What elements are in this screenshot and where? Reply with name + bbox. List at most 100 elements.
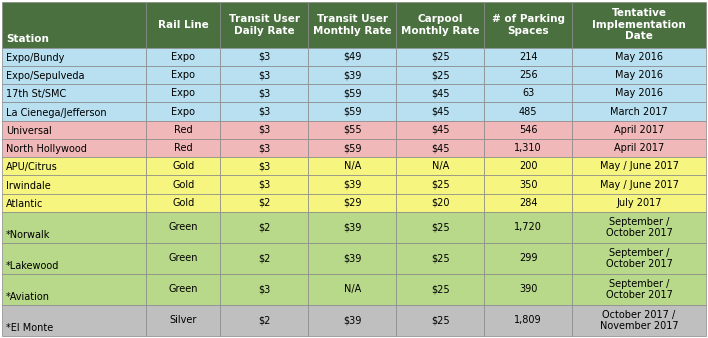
Text: Expo/Bundy: Expo/Bundy [6, 53, 64, 63]
Bar [308, 121, 396, 139]
Bar [396, 48, 484, 66]
Text: N/A: N/A [343, 285, 361, 294]
Text: $3: $3 [258, 125, 270, 135]
Bar [147, 175, 220, 194]
Text: $59: $59 [343, 106, 362, 117]
Text: 214: 214 [519, 52, 537, 62]
Text: $3: $3 [258, 106, 270, 117]
Text: $3: $3 [258, 161, 270, 171]
Bar [2, 121, 147, 139]
Bar [147, 66, 220, 84]
Bar [220, 102, 308, 121]
Text: July 2017: July 2017 [617, 198, 662, 208]
Bar [2, 157, 147, 175]
Bar [572, 2, 706, 48]
Bar [220, 157, 308, 175]
Bar [220, 274, 308, 305]
Text: $25: $25 [431, 52, 450, 62]
Bar [308, 2, 396, 48]
Text: September /
October 2017: September / October 2017 [605, 248, 673, 269]
Text: $39: $39 [343, 254, 361, 263]
Text: La Cienega/Jefferson: La Cienega/Jefferson [6, 107, 107, 118]
Text: Rail Line: Rail Line [158, 20, 209, 30]
Text: $25: $25 [431, 70, 450, 80]
Bar [220, 66, 308, 84]
Text: $39: $39 [343, 70, 361, 80]
Text: $45: $45 [431, 88, 450, 98]
Text: Gold: Gold [172, 161, 195, 171]
Text: 63: 63 [522, 88, 535, 98]
Text: 17th St/SMC: 17th St/SMC [6, 89, 67, 99]
Text: $45: $45 [431, 143, 450, 153]
Text: Gold: Gold [172, 179, 195, 190]
Text: Green: Green [169, 254, 198, 263]
Bar [147, 305, 220, 336]
Text: $59: $59 [343, 88, 362, 98]
Bar [147, 48, 220, 66]
Text: $3: $3 [258, 143, 270, 153]
Bar [572, 66, 706, 84]
Bar [484, 175, 572, 194]
Bar [484, 243, 572, 274]
Bar [572, 175, 706, 194]
Bar [147, 212, 220, 243]
Bar [2, 212, 147, 243]
Bar [147, 2, 220, 48]
Bar [308, 175, 396, 194]
Text: Green: Green [169, 285, 198, 294]
Text: 485: 485 [519, 106, 537, 117]
Bar [308, 102, 396, 121]
Text: Transit User
Monthly Rate: Transit User Monthly Rate [313, 14, 392, 35]
Bar [572, 139, 706, 157]
Text: 1,720: 1,720 [514, 222, 542, 233]
Bar [396, 194, 484, 212]
Text: $2: $2 [258, 254, 270, 263]
Text: $39: $39 [343, 179, 361, 190]
Bar [147, 102, 220, 121]
Text: *El Monte: *El Monte [6, 323, 53, 333]
Text: $2: $2 [258, 198, 270, 208]
Bar [220, 305, 308, 336]
Bar [396, 121, 484, 139]
Bar [396, 102, 484, 121]
Text: Transit User
Daily Rate: Transit User Daily Rate [229, 14, 299, 35]
Text: Tentative
Implementation
Date: Tentative Implementation Date [593, 8, 686, 42]
Text: March 2017: March 2017 [610, 106, 668, 117]
Text: $49: $49 [343, 52, 361, 62]
Text: April 2017: April 2017 [614, 125, 664, 135]
Text: $39: $39 [343, 315, 361, 325]
Bar [147, 274, 220, 305]
Bar [484, 274, 572, 305]
Text: Atlantic: Atlantic [6, 199, 43, 209]
Bar [2, 48, 147, 66]
Text: May 2016: May 2016 [615, 52, 663, 62]
Bar [2, 84, 147, 102]
Text: May / June 2017: May / June 2017 [600, 179, 679, 190]
Bar [572, 157, 706, 175]
Bar [396, 2, 484, 48]
Text: $45: $45 [431, 125, 450, 135]
Text: September /
October 2017: September / October 2017 [605, 279, 673, 300]
Text: $25: $25 [431, 315, 450, 325]
Bar [220, 121, 308, 139]
Text: $3: $3 [258, 52, 270, 62]
Text: Red: Red [174, 143, 193, 153]
Text: *Norwalk: *Norwalk [6, 230, 50, 240]
Bar [147, 243, 220, 274]
Bar [484, 305, 572, 336]
Text: Expo: Expo [171, 88, 195, 98]
Bar [572, 243, 706, 274]
Bar [396, 175, 484, 194]
Text: $20: $20 [431, 198, 450, 208]
Bar [484, 48, 572, 66]
Text: Expo: Expo [171, 70, 195, 80]
Bar [308, 194, 396, 212]
Bar [484, 212, 572, 243]
Bar [147, 194, 220, 212]
Bar [396, 139, 484, 157]
Bar [308, 157, 396, 175]
Bar [396, 212, 484, 243]
Bar [308, 84, 396, 102]
Text: September /
October 2017: September / October 2017 [605, 217, 673, 238]
Bar [2, 2, 147, 48]
